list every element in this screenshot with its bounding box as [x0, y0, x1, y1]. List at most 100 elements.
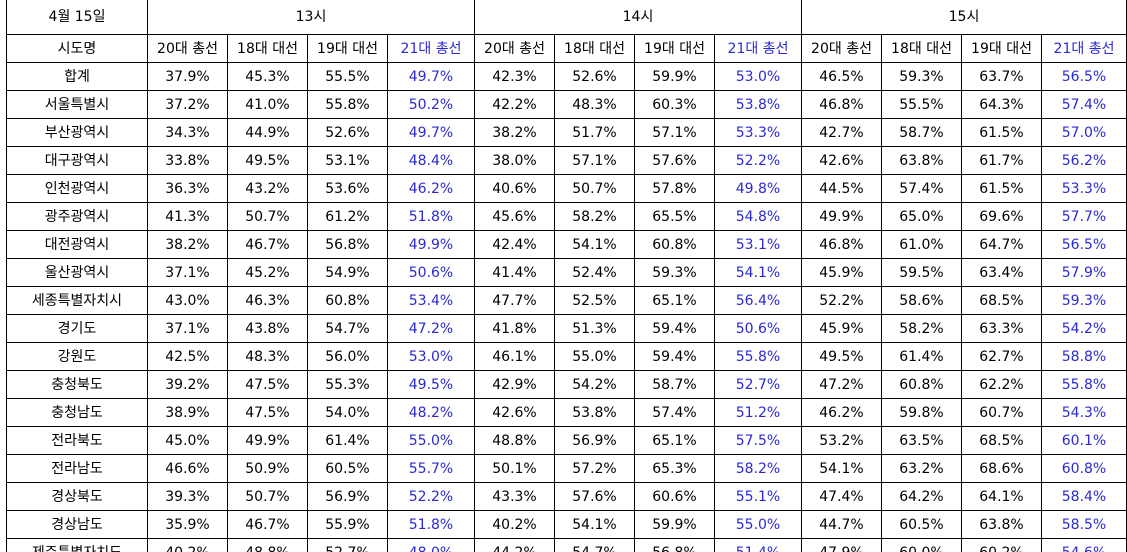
turnout-value-cell[interactable]: 65.1% [634, 286, 715, 315]
turnout-value-cell[interactable]: 48.3% [227, 342, 308, 371]
turnout-value-cell[interactable]: 55.0% [387, 426, 475, 455]
region-name-cell[interactable]: 인천광역시 [6, 174, 148, 203]
region-name-cell[interactable]: 충청북도 [6, 370, 148, 399]
turnout-value-cell[interactable]: 42.7% [801, 118, 882, 147]
turnout-value-cell[interactable]: 56.2% [1041, 146, 1127, 175]
turnout-value-cell[interactable]: 45.3% [227, 62, 308, 91]
turnout-value-cell[interactable]: 51.7% [554, 118, 635, 147]
turnout-value-cell[interactable]: 52.2% [387, 482, 475, 511]
turnout-value-cell[interactable]: 51.8% [387, 510, 475, 539]
turnout-value-cell[interactable]: 45.9% [801, 314, 882, 343]
turnout-value-cell[interactable]: 53.6% [307, 174, 388, 203]
election-header[interactable]: 19대 대선 [307, 34, 388, 63]
region-name-cell[interactable]: 대전광역시 [6, 230, 148, 259]
turnout-value-cell[interactable]: 57.0% [1041, 118, 1127, 147]
turnout-value-cell[interactable]: 56.9% [554, 426, 635, 455]
turnout-value-cell[interactable]: 63.8% [961, 510, 1042, 539]
turnout-value-cell[interactable]: 65.0% [881, 202, 962, 231]
turnout-value-cell[interactable]: 59.4% [634, 314, 715, 343]
turnout-value-cell[interactable]: 63.4% [961, 258, 1042, 287]
turnout-value-cell[interactable]: 55.8% [1041, 370, 1127, 399]
turnout-value-cell[interactable]: 60.5% [881, 510, 962, 539]
turnout-value-cell[interactable]: 57.4% [1041, 90, 1127, 119]
turnout-value-cell[interactable]: 60.6% [634, 482, 715, 511]
turnout-value-cell[interactable]: 53.0% [387, 342, 475, 371]
turnout-value-cell[interactable]: 54.2% [1041, 314, 1127, 343]
turnout-value-cell[interactable]: 61.0% [881, 230, 962, 259]
region-name-cell[interactable]: 경상북도 [6, 482, 148, 511]
turnout-value-cell[interactable]: 56.5% [1041, 230, 1127, 259]
turnout-value-cell[interactable]: 60.8% [307, 286, 388, 315]
turnout-value-cell[interactable]: 46.8% [801, 230, 882, 259]
turnout-value-cell[interactable]: 59.5% [881, 258, 962, 287]
turnout-value-cell[interactable]: 68.6% [961, 454, 1042, 483]
turnout-value-cell[interactable]: 52.6% [554, 62, 635, 91]
turnout-value-cell[interactable]: 51.4% [714, 538, 802, 552]
turnout-value-cell[interactable]: 54.1% [554, 510, 635, 539]
turnout-value-cell[interactable]: 57.6% [554, 482, 635, 511]
turnout-value-cell[interactable]: 55.5% [307, 62, 388, 91]
turnout-value-cell[interactable]: 45.6% [474, 202, 555, 231]
turnout-value-cell[interactable]: 59.8% [881, 398, 962, 427]
election-header[interactable]: 18대 대선 [554, 34, 635, 63]
election-header[interactable]: 18대 대선 [227, 34, 308, 63]
turnout-value-cell[interactable]: 63.5% [881, 426, 962, 455]
turnout-value-cell[interactable]: 58.6% [881, 286, 962, 315]
election-header[interactable]: 20대 총선 [474, 34, 555, 63]
turnout-value-cell[interactable]: 43.8% [227, 314, 308, 343]
election-header[interactable]: 21대 총선 [387, 34, 475, 63]
turnout-value-cell[interactable]: 50.7% [227, 482, 308, 511]
turnout-value-cell[interactable]: 47.5% [227, 398, 308, 427]
turnout-value-cell[interactable]: 58.2% [714, 454, 802, 483]
turnout-value-cell[interactable]: 40.2% [147, 538, 228, 552]
turnout-value-cell[interactable]: 55.7% [387, 454, 475, 483]
region-column-header[interactable]: 시도명 [6, 34, 148, 63]
turnout-value-cell[interactable]: 59.9% [634, 62, 715, 91]
turnout-value-cell[interactable]: 50.2% [387, 90, 475, 119]
turnout-value-cell[interactable]: 52.4% [554, 258, 635, 287]
turnout-value-cell[interactable]: 58.5% [1041, 510, 1127, 539]
turnout-value-cell[interactable]: 49.7% [387, 62, 475, 91]
turnout-value-cell[interactable]: 54.1% [801, 454, 882, 483]
turnout-value-cell[interactable]: 47.2% [801, 370, 882, 399]
turnout-value-cell[interactable]: 52.6% [307, 118, 388, 147]
turnout-value-cell[interactable]: 45.9% [801, 258, 882, 287]
turnout-value-cell[interactable]: 42.3% [474, 62, 555, 91]
turnout-value-cell[interactable]: 56.5% [1041, 62, 1127, 91]
turnout-value-cell[interactable]: 59.4% [634, 342, 715, 371]
turnout-value-cell[interactable]: 51.3% [554, 314, 635, 343]
turnout-value-cell[interactable]: 55.0% [554, 342, 635, 371]
turnout-value-cell[interactable]: 57.9% [1041, 258, 1127, 287]
turnout-value-cell[interactable]: 46.5% [801, 62, 882, 91]
turnout-value-cell[interactable]: 46.7% [227, 510, 308, 539]
turnout-value-cell[interactable]: 65.3% [634, 454, 715, 483]
election-header[interactable]: 19대 대선 [634, 34, 715, 63]
turnout-value-cell[interactable]: 36.3% [147, 174, 228, 203]
election-header[interactable]: 21대 총선 [714, 34, 802, 63]
turnout-value-cell[interactable]: 59.9% [634, 510, 715, 539]
turnout-value-cell[interactable]: 59.3% [634, 258, 715, 287]
turnout-value-cell[interactable]: 52.2% [714, 146, 802, 175]
turnout-value-cell[interactable]: 53.3% [714, 118, 802, 147]
turnout-value-cell[interactable]: 54.0% [307, 398, 388, 427]
turnout-value-cell[interactable]: 60.7% [961, 398, 1042, 427]
date-cell[interactable]: 4월 15일 [6, 0, 148, 35]
turnout-value-cell[interactable]: 43.2% [227, 174, 308, 203]
turnout-value-cell[interactable]: 52.7% [307, 538, 388, 552]
region-name-cell[interactable]: 충청남도 [6, 398, 148, 427]
turnout-value-cell[interactable]: 68.5% [961, 426, 1042, 455]
turnout-value-cell[interactable]: 55.9% [307, 510, 388, 539]
turnout-value-cell[interactable]: 50.6% [714, 314, 802, 343]
turnout-value-cell[interactable]: 58.7% [881, 118, 962, 147]
turnout-value-cell[interactable]: 61.4% [881, 342, 962, 371]
turnout-value-cell[interactable]: 42.6% [474, 398, 555, 427]
turnout-value-cell[interactable]: 38.9% [147, 398, 228, 427]
turnout-value-cell[interactable]: 42.6% [801, 146, 882, 175]
turnout-value-cell[interactable]: 46.3% [227, 286, 308, 315]
turnout-value-cell[interactable]: 41.3% [147, 202, 228, 231]
region-name-cell[interactable]: 울산광역시 [6, 258, 148, 287]
turnout-value-cell[interactable]: 41.8% [474, 314, 555, 343]
turnout-value-cell[interactable]: 55.3% [307, 370, 388, 399]
turnout-value-cell[interactable]: 63.3% [961, 314, 1042, 343]
turnout-value-cell[interactable]: 53.0% [714, 62, 802, 91]
